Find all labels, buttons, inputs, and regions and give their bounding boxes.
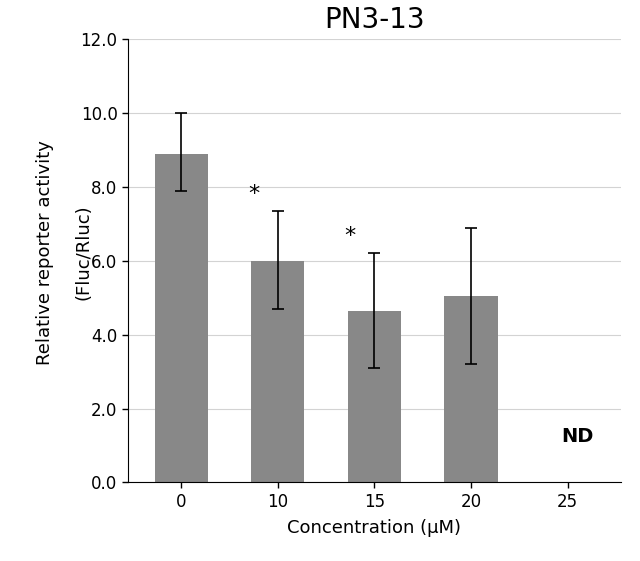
Bar <box>155 154 208 482</box>
Bar <box>444 296 498 482</box>
Bar <box>348 311 401 482</box>
Text: (Fluc/Rluc): (Fluc/Rluc) <box>74 205 92 300</box>
Text: Relative reporter activity: Relative reporter activity <box>36 140 54 365</box>
X-axis label: Concentration (μM): Concentration (μM) <box>287 519 461 537</box>
Text: *: * <box>344 226 356 246</box>
Text: ND: ND <box>561 426 593 445</box>
Title: PN3-13: PN3-13 <box>324 6 425 34</box>
Text: *: * <box>248 183 259 204</box>
Bar <box>251 261 305 482</box>
